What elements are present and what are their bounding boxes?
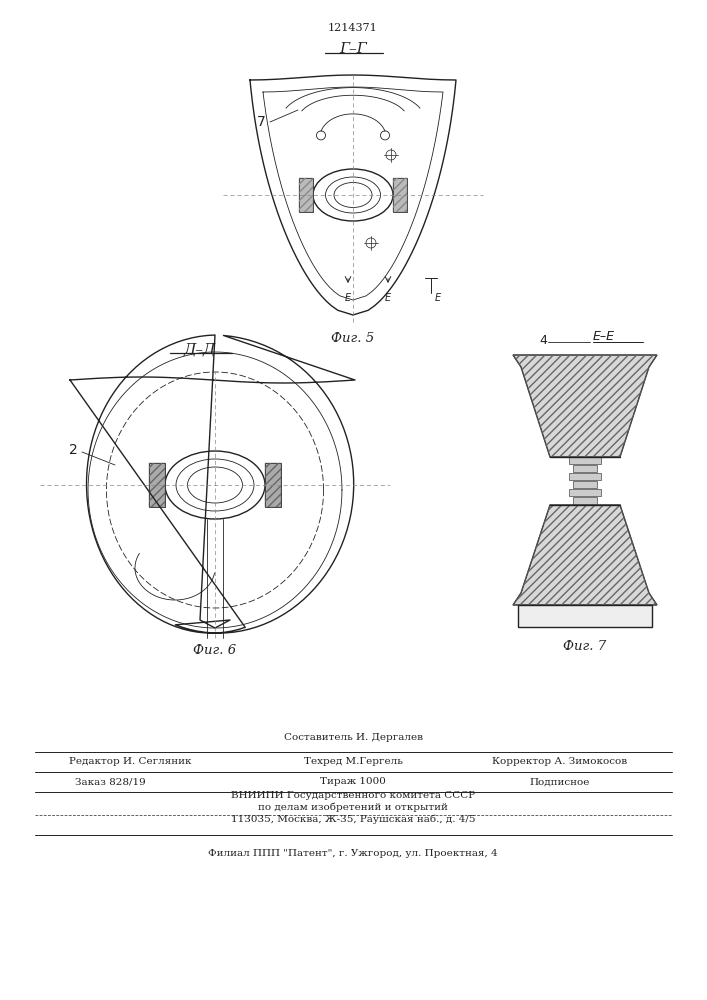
Text: Корректор А. Зимокосов: Корректор А. Зимокосов [493, 758, 628, 766]
Bar [393, 178, 407, 212]
Bar [299, 178, 313, 212]
Text: Г–Г: Г–Г [339, 42, 367, 56]
Bar [573, 465, 597, 472]
Bar [265, 463, 281, 507]
Text: Тираж 1000: Тираж 1000 [320, 778, 386, 786]
Text: 2: 2 [69, 443, 77, 457]
Text: Подписное: Подписное [530, 778, 590, 786]
Bar [569, 489, 601, 496]
Bar [569, 473, 601, 480]
Text: Фиг. 5: Фиг. 5 [332, 332, 375, 344]
Bar [573, 497, 597, 504]
Bar [573, 481, 597, 488]
Bar [149, 463, 165, 507]
Text: Д–Д: Д–Д [184, 342, 216, 356]
Bar [149, 463, 165, 507]
Bar [569, 457, 601, 464]
Bar [299, 178, 313, 212]
Text: Филиал ППП "Патент", г. Ужгород, ул. Проектная, 4: Филиал ППП "Патент", г. Ужгород, ул. Про… [208, 848, 498, 857]
Text: по делам изобретений и открытий: по делам изобретений и открытий [258, 803, 448, 812]
Text: 7: 7 [257, 115, 265, 129]
Text: 1214371: 1214371 [328, 23, 378, 33]
Text: 113035, Москва, Ж-35, Раушская наб., д. 4/5: 113035, Москва, Ж-35, Раушская наб., д. … [230, 815, 475, 824]
Text: Фиг. 7: Фиг. 7 [563, 641, 607, 654]
Text: Е–Е: Е–Е [593, 330, 615, 344]
Text: 4: 4 [539, 334, 547, 347]
Polygon shape [513, 505, 657, 605]
Text: Составитель И. Дергалев: Составитель И. Дергалев [284, 734, 423, 742]
Bar [518, 605, 652, 627]
Text: E: E [435, 293, 441, 303]
Bar [265, 463, 281, 507]
Text: E: E [345, 293, 351, 303]
Text: E: E [385, 293, 391, 303]
Text: Редактор И. Сегляник: Редактор И. Сегляник [69, 758, 192, 766]
Polygon shape [513, 355, 657, 457]
Text: ВНИИПИ Государственного комитета СССР: ВНИИПИ Государственного комитета СССР [231, 791, 475, 800]
Text: Фиг. 6: Фиг. 6 [194, 644, 237, 656]
Text: Заказ 828/19: Заказ 828/19 [75, 778, 146, 786]
Bar [393, 178, 407, 212]
Text: Техред М.Гергель: Техред М.Гергель [303, 758, 402, 766]
